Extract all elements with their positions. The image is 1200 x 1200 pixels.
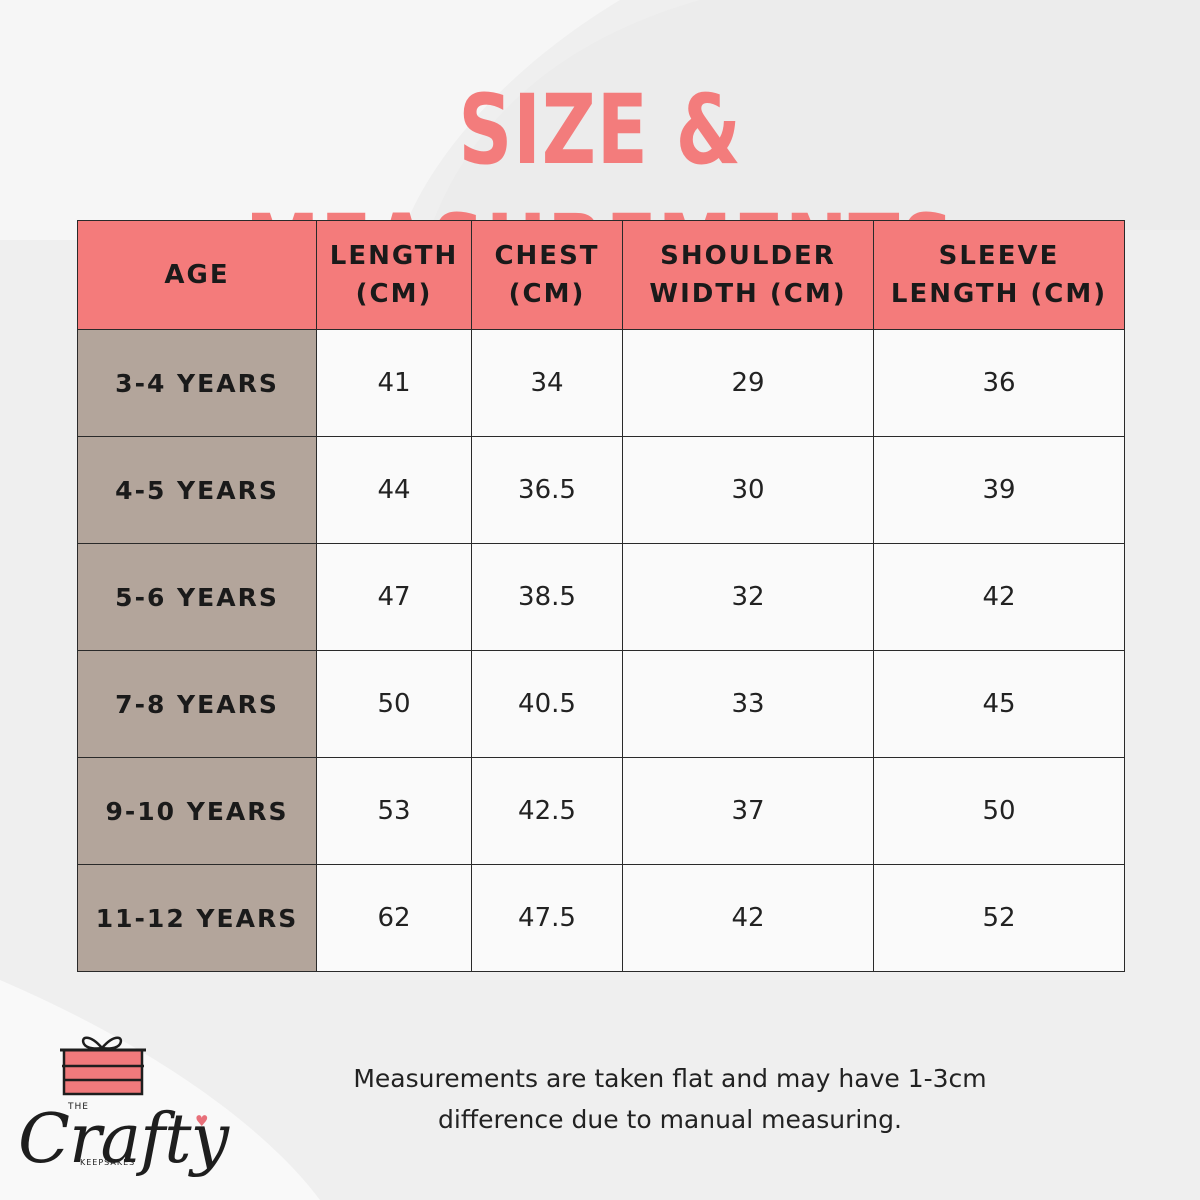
length-cell: 50: [316, 650, 472, 758]
heart-icon: ♥: [195, 1112, 209, 1130]
chest-cell: 36.5: [471, 436, 623, 544]
header-chest-line1: CHEST: [494, 241, 600, 271]
age-cell: 3-4 YEARS: [77, 329, 317, 437]
shoulder-cell: 32: [622, 543, 874, 651]
shoulder-cell: 37: [622, 757, 874, 865]
header-sleeve: SLEEVE LENGTH (CM): [873, 220, 1125, 330]
sleeve-cell: 36: [873, 329, 1125, 437]
age-cell: 11-12 YEARS: [77, 864, 317, 972]
header-length-line1: LENGTH: [329, 241, 459, 271]
chest-cell: 40.5: [471, 650, 623, 758]
chest-cell: 34: [471, 329, 623, 437]
logo-sub-text: KEEPSAKES: [80, 1158, 136, 1167]
brand-logo: THE Crafty ♥ KEEPSAKES: [10, 1030, 229, 1195]
header-sleeve-line1: SLEEVE: [938, 241, 1060, 271]
chest-cell: 42.5: [471, 757, 623, 865]
logo-the-text: THE: [68, 1102, 89, 1112]
table-header-row: AGE LENGTH (CM) CHEST (CM) SHOULDER WIDT…: [77, 220, 1125, 330]
table-row: 9-10 YEARS 53 42.5 37 50: [77, 757, 1125, 865]
age-cell: 5-6 YEARS: [77, 543, 317, 651]
header-shoulder-line1: SHOULDER: [660, 241, 836, 271]
header-chest: CHEST (CM): [471, 220, 623, 330]
table-row: 5-6 YEARS 47 38.5 32 42: [77, 543, 1125, 651]
measurement-note-line2: difference due to manual measuring.: [438, 1105, 902, 1134]
sleeve-cell: 50: [873, 757, 1125, 865]
length-cell: 44: [316, 436, 472, 544]
header-age: AGE: [77, 220, 317, 330]
header-age-line1: AGE: [164, 260, 230, 290]
logo-name-text: Crafty: [18, 1100, 229, 1179]
measurement-note-line1: Measurements are taken flat and may have…: [353, 1064, 987, 1093]
table-row: 7-8 YEARS 50 40.5 33 45: [77, 650, 1125, 758]
shoulder-cell: 30: [622, 436, 874, 544]
age-cell: 4-5 YEARS: [77, 436, 317, 544]
gift-box-icon: [60, 1036, 146, 1096]
sleeve-cell: 45: [873, 650, 1125, 758]
header-length: LENGTH (CM): [316, 220, 472, 330]
table-row: 4-5 YEARS 44 36.5 30 39: [77, 436, 1125, 544]
length-cell: 53: [316, 757, 472, 865]
header-sleeve-line2: LENGTH (CM): [890, 279, 1108, 309]
header-length-line2: (CM): [355, 279, 433, 309]
shoulder-cell: 42: [622, 864, 874, 972]
shoulder-cell: 33: [622, 650, 874, 758]
sleeve-cell: 42: [873, 543, 1125, 651]
chest-cell: 38.5: [471, 543, 623, 651]
length-cell: 62: [316, 864, 472, 972]
header-shoulder-line2: WIDTH (CM): [649, 279, 847, 309]
chest-cell: 47.5: [471, 864, 623, 972]
length-cell: 41: [316, 329, 472, 437]
header-chest-line2: (CM): [508, 279, 586, 309]
table-row: 11-12 YEARS 62 47.5 42 52: [77, 864, 1125, 972]
shoulder-cell: 29: [622, 329, 874, 437]
length-cell: 47: [316, 543, 472, 651]
size-table: AGE LENGTH (CM) CHEST (CM) SHOULDER WIDT…: [77, 220, 1125, 972]
age-cell: 9-10 YEARS: [77, 757, 317, 865]
table-row: 3-4 YEARS 41 34 29 36: [77, 329, 1125, 437]
age-cell: 7-8 YEARS: [77, 650, 317, 758]
sleeve-cell: 39: [873, 436, 1125, 544]
measurement-note: Measurements are taken flat and may have…: [340, 1058, 1000, 1140]
sleeve-cell: 52: [873, 864, 1125, 972]
header-shoulder: SHOULDER WIDTH (CM): [622, 220, 874, 330]
